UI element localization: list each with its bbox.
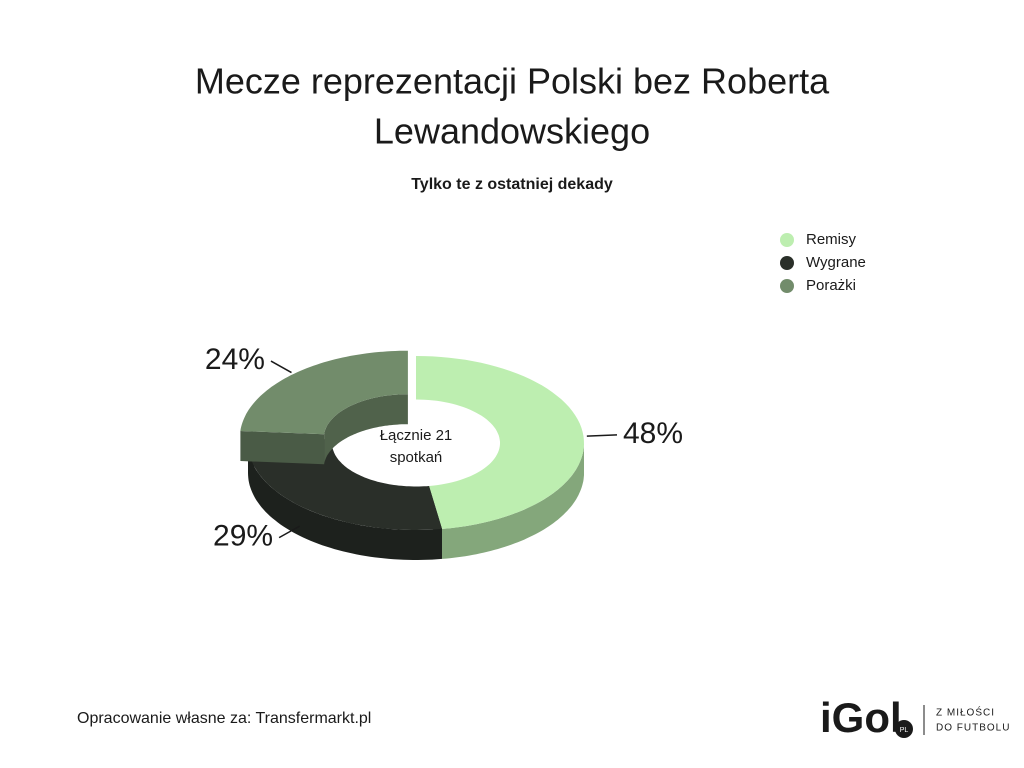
leader-line <box>270 360 292 374</box>
legend-label: Wygrane <box>806 254 866 271</box>
leader-line <box>278 525 300 539</box>
logo-badge: PL <box>900 727 909 734</box>
chart-title: Lewandowskiego <box>374 111 650 152</box>
logo: iGol <box>820 694 902 741</box>
legend-swatch <box>780 279 794 293</box>
top-face <box>416 356 584 529</box>
outer-wall <box>248 443 442 560</box>
logo-tagline: DO FUTBOLU <box>936 723 1010 734</box>
logo-badge-bg <box>895 720 913 738</box>
chart-subtitle: Tylko te z ostatniej dekady <box>411 176 613 193</box>
inner-wall <box>324 394 408 465</box>
data-label: 24% <box>205 343 265 376</box>
legend-swatch <box>780 233 794 247</box>
source-note: Opracowanie własne za: Transfermarkt.pl <box>77 710 371 727</box>
cut-face <box>240 431 325 465</box>
outer-wall <box>442 443 584 559</box>
legend-label: Remisy <box>806 231 857 248</box>
legend-label: Porażki <box>806 277 856 294</box>
logo-tagline: Z MIŁOŚCI <box>936 706 995 719</box>
chart-title: Mecze reprezentacji Polski bez Roberta <box>195 61 830 102</box>
data-label: 48% <box>623 417 683 450</box>
data-label: 29% <box>213 520 273 553</box>
top-face <box>240 350 408 435</box>
center-label: Łącznie 21 <box>380 427 453 444</box>
leader-line <box>586 434 618 437</box>
center-label: spotkań <box>390 449 443 466</box>
legend-swatch <box>780 256 794 270</box>
slice <box>240 350 408 465</box>
